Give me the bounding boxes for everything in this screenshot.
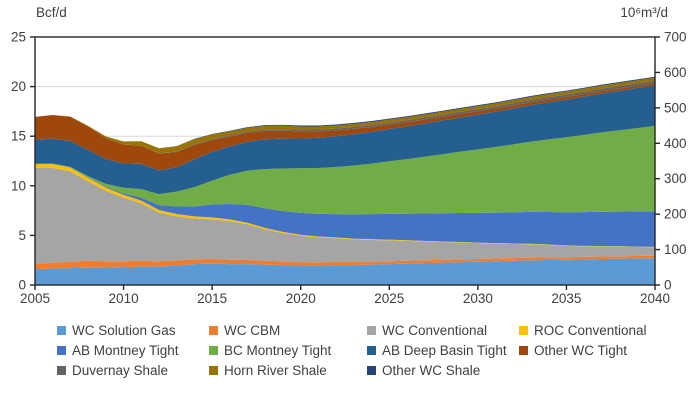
- legend-item-wc-cbm: WC CBM: [209, 323, 367, 338]
- legend-item-ab-montney-tight: AB Montney Tight: [57, 343, 209, 358]
- x-tick-label-2015: 2015: [197, 291, 227, 306]
- legend-label-horn-river-shale: Horn River Shale: [224, 363, 327, 378]
- legend-item-duvernay-shale: Duvernay Shale: [57, 363, 209, 378]
- x-tick-label-2035: 2035: [551, 291, 581, 306]
- x-tick-label-2040: 2040: [640, 291, 670, 306]
- chart-legend: WC Solution Gas WC CBM WC Conventional ROC …: [0, 323, 700, 378]
- area-ab-deep-basin-tight: [35, 85, 655, 195]
- right-tick-label-300: 300: [664, 171, 687, 186]
- left-axis-unit-label: Bcf/d: [36, 5, 67, 20]
- legend-label-wc-solution-gas: WC Solution Gas: [72, 323, 176, 338]
- left-tick-label-25: 25: [11, 30, 26, 45]
- area-wc-cbm: [35, 255, 655, 270]
- legend-label-wc-cbm: WC CBM: [224, 323, 281, 338]
- x-tick-label-2020: 2020: [286, 291, 316, 306]
- x-tick-label-2025: 2025: [374, 291, 404, 306]
- legend-swatch-ab-montney-tight: [57, 346, 66, 355]
- plot-frame: [34, 36, 656, 286]
- legend-label-other-wc-tight: Other WC Tight: [534, 343, 628, 358]
- legend-label-bc-montney-tight: BC Montney Tight: [224, 343, 332, 358]
- legend-label-ab-deep-basin-tight: AB Deep Basin Tight: [382, 343, 507, 358]
- left-tick-label-10: 10: [11, 178, 26, 193]
- right-axis-unit-label: 10⁶m³/d: [620, 5, 668, 20]
- legend-item-other-wc-tight: Other WC Tight: [519, 343, 700, 358]
- left-tick-label-15: 15: [11, 129, 26, 144]
- legend-label-other-wc-shale: Other WC Shale: [382, 363, 481, 378]
- legend-swatch-wc-cbm: [209, 326, 218, 335]
- left-tick-label-0: 0: [18, 278, 26, 293]
- legend-item-wc-solution-gas: WC Solution Gas: [57, 323, 209, 338]
- legend-label-ab-montney-tight: AB Montney Tight: [72, 343, 179, 358]
- right-tick-label-200: 200: [664, 207, 687, 222]
- legend-item-other-wc-shale: Other WC Shale: [367, 363, 519, 378]
- x-tick-label-2005: 2005: [20, 291, 50, 306]
- legend-swatch-wc-solution-gas: [57, 326, 66, 335]
- legend-label-roc-conventional: ROC Conventional: [534, 323, 647, 338]
- legend-item-ab-deep-basin-tight: AB Deep Basin Tight: [367, 343, 519, 358]
- legend-label-wc-conventional: WC Conventional: [382, 323, 488, 338]
- x-tick-label-2010: 2010: [109, 291, 139, 306]
- legend-swatch-ab-deep-basin-tight: [367, 346, 376, 355]
- area-wc-solution-gas: [35, 258, 655, 285]
- area-wc-conventional: [35, 167, 655, 265]
- area-ab-montney-tight: [35, 163, 655, 247]
- x-tick-label-2030: 2030: [463, 291, 493, 306]
- right-tick-label-0: 0: [664, 278, 672, 293]
- legend-item-wc-conventional: WC Conventional: [367, 323, 519, 338]
- left-tick-label-20: 20: [11, 79, 26, 94]
- right-tick-label-600: 600: [664, 65, 687, 80]
- area-series: [35, 76, 655, 285]
- area-bc-montney-tight: [35, 125, 655, 215]
- right-tick-label-400: 400: [664, 136, 687, 151]
- right-tick-label-500: 500: [664, 100, 687, 115]
- legend-swatch-bc-montney-tight: [209, 346, 218, 355]
- right-tick-label-100: 100: [664, 242, 687, 257]
- legend-item-roc-conventional: ROC Conventional: [519, 323, 700, 338]
- legend-swatch-other-wc-tight: [519, 346, 528, 355]
- legend-swatch-wc-conventional: [367, 326, 376, 335]
- legend-swatch-other-wc-shale: [367, 366, 376, 375]
- legend-swatch-roc-conventional: [519, 326, 528, 335]
- left-tick-label-5: 5: [18, 228, 26, 243]
- legend-item-horn-river-shale: Horn River Shale: [209, 363, 367, 378]
- stacked-area-chart: 0 5 10 15 20 25 0 100 200 300 400 500 600 700 2005 2010…: [11, 5, 687, 378]
- legend-label-duvernay-shale: Duvernay Shale: [72, 363, 169, 378]
- right-tick-label-700: 700: [664, 30, 687, 45]
- legend-item-bc-montney-tight: BC Montney Tight: [209, 343, 367, 358]
- area-other-wc-tight: [35, 83, 655, 171]
- axis-ticks: [30, 36, 660, 290]
- legend-swatch-horn-river-shale: [209, 366, 218, 375]
- legend-swatch-duvernay-shale: [57, 366, 66, 375]
